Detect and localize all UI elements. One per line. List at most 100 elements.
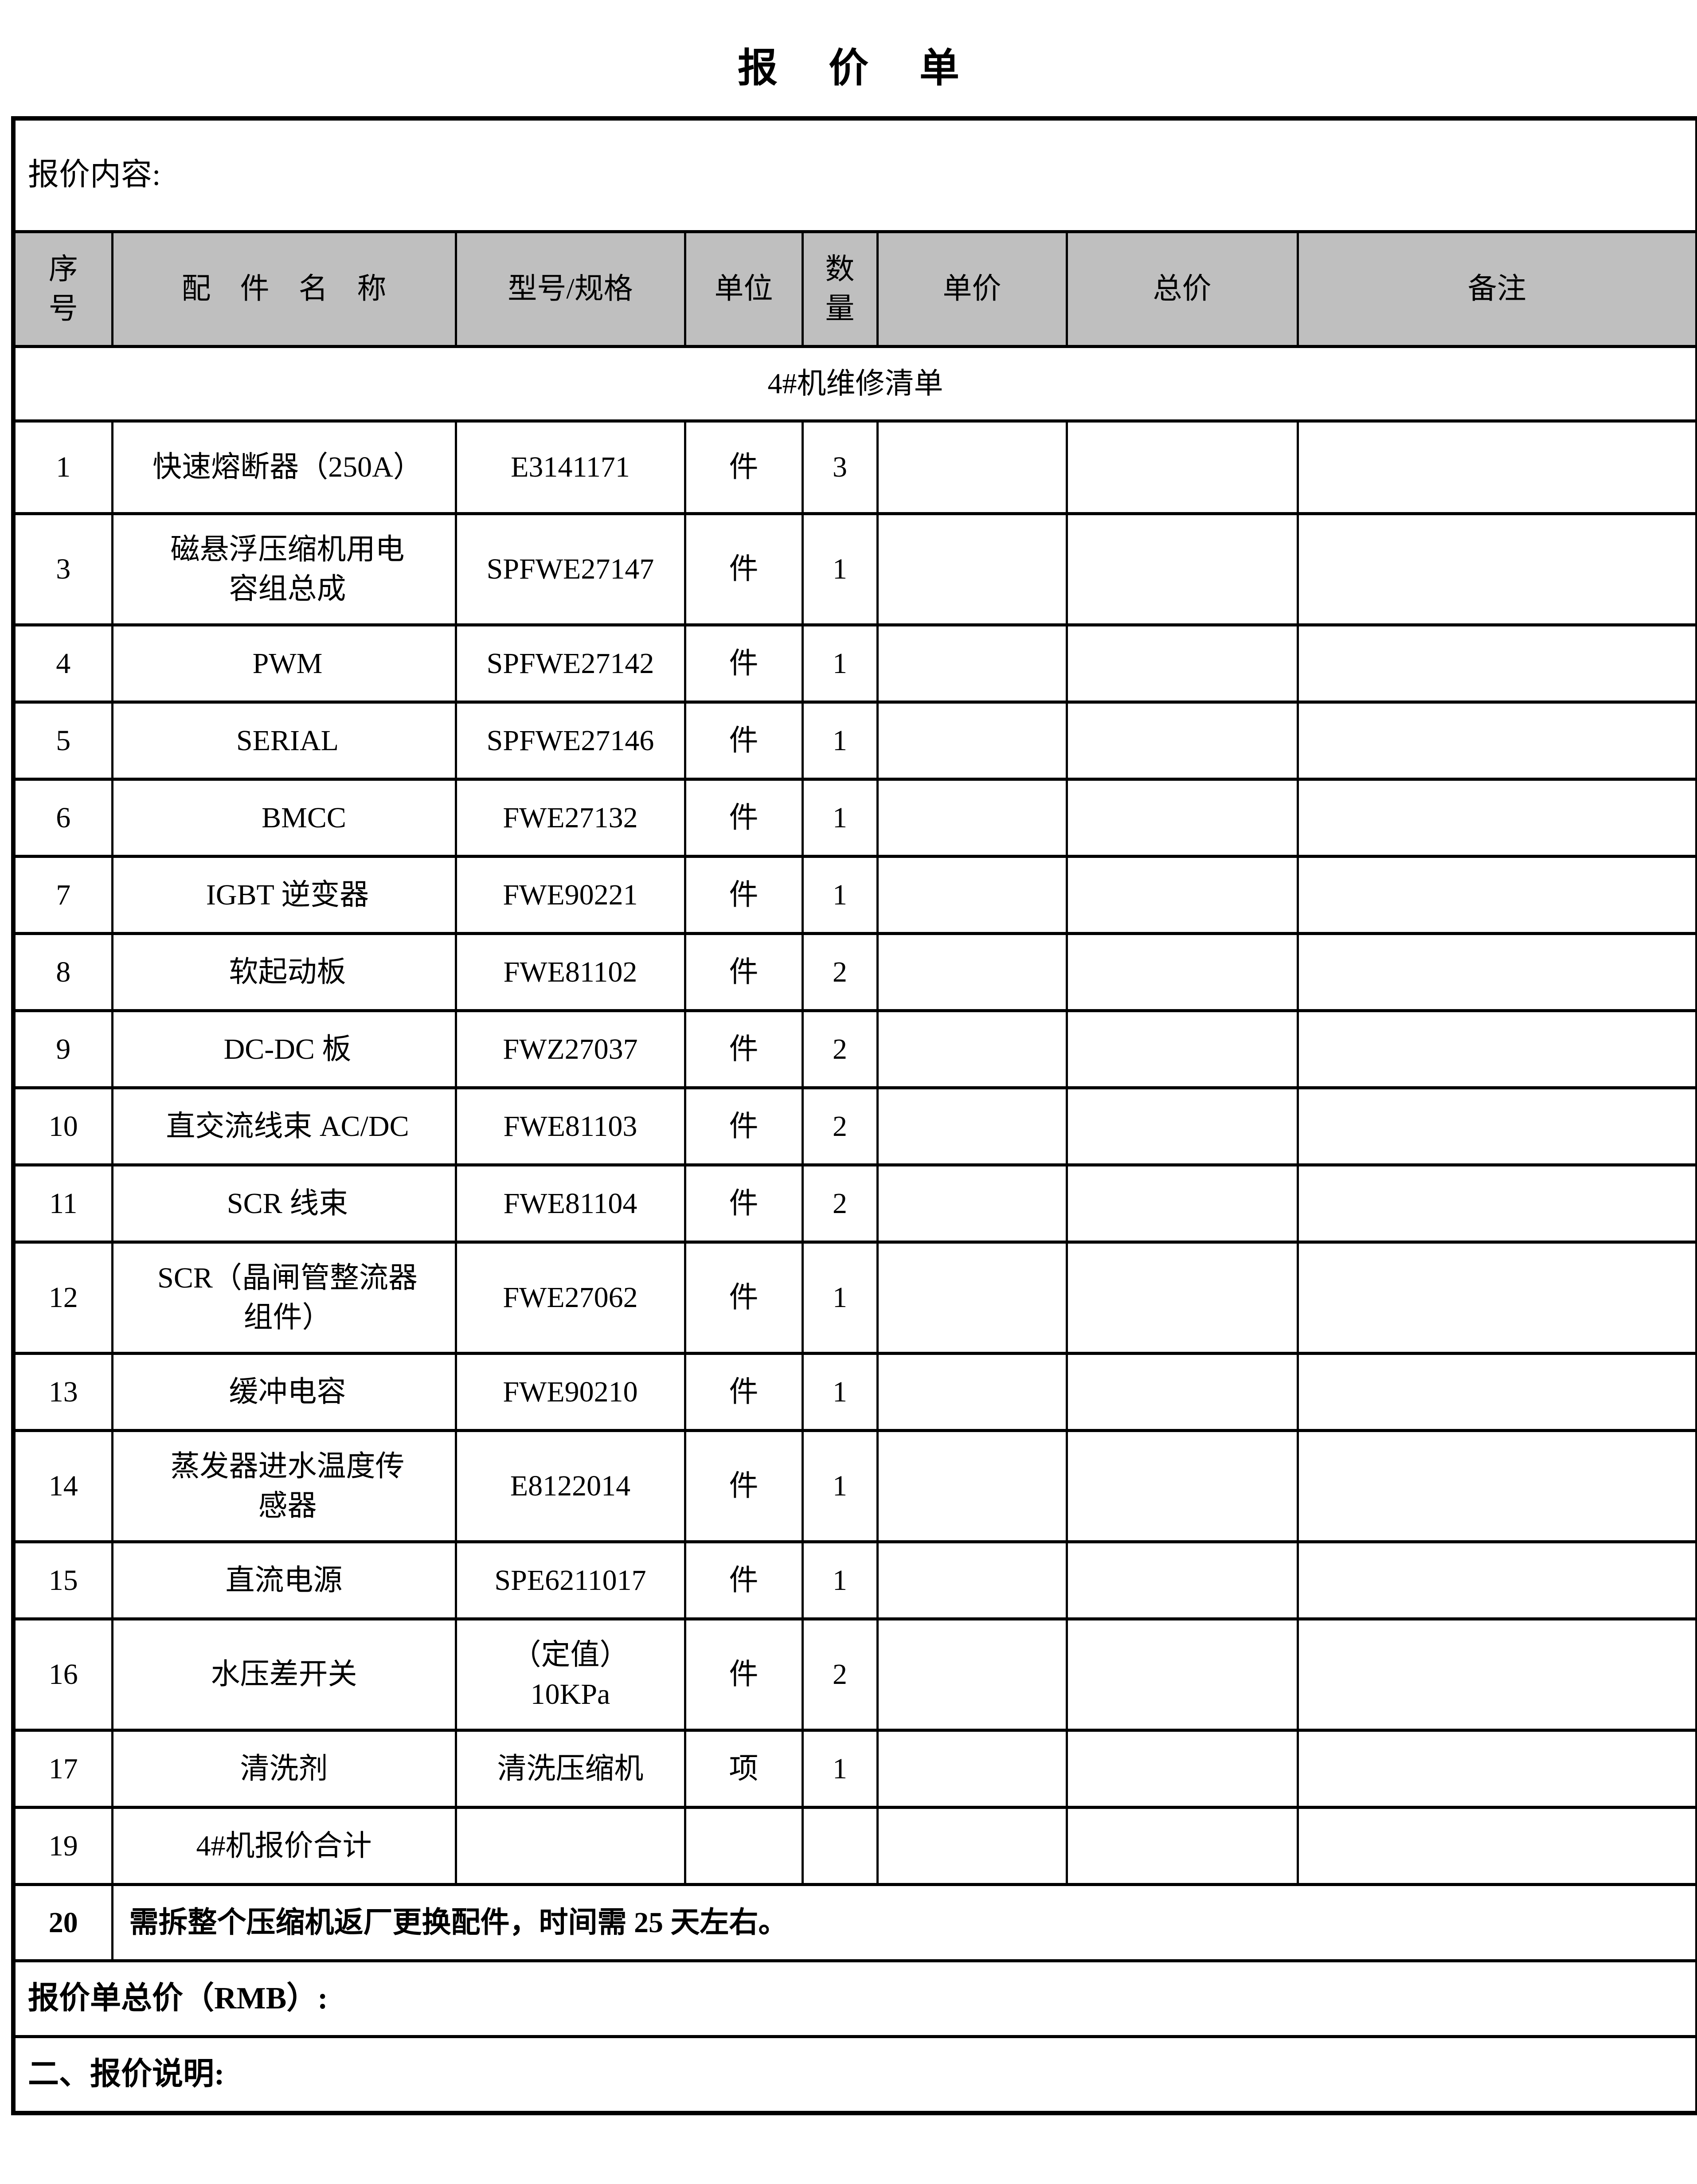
quote-content-row: 报价内容:	[12, 117, 1697, 233]
cell-qty: 2	[801, 1163, 879, 1244]
cell-remark	[1296, 1806, 1697, 1886]
cell-remark	[1296, 1163, 1697, 1244]
cell-name: PWM	[111, 623, 457, 704]
cell-unit: 件	[684, 855, 804, 935]
cell-name: 水压差开关	[111, 1617, 457, 1732]
table-row: 3 磁悬浮压缩机用电 容组总成 SPFWE27147 件 1	[12, 512, 1697, 626]
cell-remark	[1296, 512, 1697, 626]
cell-unit-price	[876, 1086, 1068, 1166]
cell-remark	[1296, 1429, 1697, 1543]
cell-unit-price	[876, 1352, 1068, 1432]
section-label: 4#机维修清单	[12, 345, 1697, 423]
cell-unit: 件	[684, 1163, 804, 1244]
cell-no: 16	[12, 1617, 113, 1732]
cell-no: 10	[12, 1086, 113, 1166]
cell-no: 4	[12, 623, 113, 704]
cell-remark	[1296, 1540, 1697, 1620]
table-row: 7 IGBT 逆变器 FWE90221 件 1	[12, 855, 1697, 935]
cell-name: 4#机报价合计	[111, 1806, 457, 1886]
cell-name: SCR（晶闸管整流器 组件）	[111, 1241, 457, 1355]
cell-total-price	[1065, 778, 1299, 858]
cell-qty: 1	[801, 855, 879, 935]
cell-qty: 1	[801, 1352, 879, 1432]
cell-name: IGBT 逆变器	[111, 855, 457, 935]
cell-unit-price	[876, 1163, 1068, 1244]
note-text: 需拆整个压缩机返厂更换配件，时间需 25 天左右。	[111, 1883, 1697, 1962]
cell-total-price	[1065, 419, 1299, 515]
cell-unit-price	[876, 1009, 1068, 1089]
cell-remark	[1296, 701, 1697, 781]
cell-unit: 件	[684, 419, 804, 515]
cell-remark	[1296, 1617, 1697, 1732]
cell-name: 清洗剂	[111, 1729, 457, 1809]
cell-no: 14	[12, 1429, 113, 1543]
cell-qty: 2	[801, 1009, 879, 1089]
cell-qty: 1	[801, 512, 879, 626]
cell-qty	[801, 1806, 879, 1886]
cell-unit: 项	[684, 1729, 804, 1809]
table-row: 14 蒸发器进水温度传 感器 E8122014 件 1	[12, 1429, 1697, 1543]
grand-total-label: 报价单总价（RMB）:	[12, 1959, 1697, 2038]
table-header-row: 序 号 配 件 名 称 型号/规格 单位 数 量 单价 总价 备注	[12, 230, 1697, 348]
cell-name: 快速熔断器（250A）	[111, 419, 457, 515]
cell-no: 3	[12, 512, 113, 626]
table-row: 4 PWM SPFWE27142 件 1	[12, 623, 1697, 704]
col-header-price: 单价	[876, 230, 1068, 348]
grand-total-row: 报价单总价（RMB）:	[12, 1959, 1697, 2038]
cell-model: FWZ27037	[454, 1009, 686, 1089]
cell-unit-price	[876, 1729, 1068, 1809]
cell-unit: 件	[684, 1009, 804, 1089]
cell-qty: 1	[801, 778, 879, 858]
cell-unit-price	[876, 1540, 1068, 1620]
cell-unit	[684, 1806, 804, 1886]
cell-total-price	[1065, 932, 1299, 1012]
table-row: 8 软起动板 FWE81102 件 2	[12, 932, 1697, 1012]
cell-qty: 3	[801, 419, 879, 515]
cell-remark	[1296, 1352, 1697, 1432]
cell-total-price	[1065, 1429, 1299, 1543]
table-row: 9 DC-DC 板 FWZ27037 件 2	[12, 1009, 1697, 1089]
cell-total-price	[1065, 1729, 1299, 1809]
cell-model: SPE6211017	[454, 1540, 686, 1620]
cell-model: FWE81103	[454, 1086, 686, 1166]
cell-qty: 1	[801, 701, 879, 781]
cell-name: SERIAL	[111, 701, 457, 781]
cell-total-price	[1065, 1086, 1299, 1166]
cell-model: FWE81104	[454, 1163, 686, 1244]
table-row: 5 SERIAL SPFWE27146 件 1	[12, 701, 1697, 781]
cell-name: 直流电源	[111, 1540, 457, 1620]
cell-remark	[1296, 1086, 1697, 1166]
cell-model: FWE27062	[454, 1241, 686, 1355]
col-header-no: 序 号	[12, 230, 113, 348]
cell-unit-price	[876, 1429, 1068, 1543]
cell-remark	[1296, 1241, 1697, 1355]
cell-total-price	[1065, 1617, 1299, 1732]
table-row: 15 直流电源 SPE6211017 件 1	[12, 1540, 1697, 1620]
cell-total-price	[1065, 1009, 1299, 1089]
cell-unit: 件	[684, 1429, 804, 1543]
table-row: 11 SCR 线束 FWE81104 件 2	[12, 1163, 1697, 1244]
cell-unit: 件	[684, 701, 804, 781]
cell-no: 13	[12, 1352, 113, 1432]
cell-model: FWE27132	[454, 778, 686, 858]
cell-model: FWE90221	[454, 855, 686, 935]
table-row: 12 SCR（晶闸管整流器 组件） FWE27062 件 1	[12, 1241, 1697, 1355]
cell-unit: 件	[684, 1352, 804, 1432]
cell-name: DC-DC 板	[111, 1009, 457, 1089]
cell-remark	[1296, 932, 1697, 1012]
cell-name: 磁悬浮压缩机用电 容组总成	[111, 512, 457, 626]
cell-name: 蒸发器进水温度传 感器	[111, 1429, 457, 1543]
cell-total-price	[1065, 512, 1299, 626]
cell-unit-price	[876, 932, 1068, 1012]
cell-no: 20	[12, 1883, 113, 1962]
col-header-unit: 单位	[684, 230, 804, 348]
quote-note-label: 二、报价说明:	[12, 2035, 1697, 2115]
cell-unit-price	[876, 778, 1068, 858]
cell-no: 5	[12, 701, 113, 781]
cell-model: SPFWE27146	[454, 701, 686, 781]
table-row: 10 直交流线束 AC/DC FWE81103 件 2	[12, 1086, 1697, 1166]
cell-no: 9	[12, 1009, 113, 1089]
cell-unit-price	[876, 1241, 1068, 1355]
cell-name: 缓冲电容	[111, 1352, 457, 1432]
cell-name: BMCC	[111, 778, 457, 858]
